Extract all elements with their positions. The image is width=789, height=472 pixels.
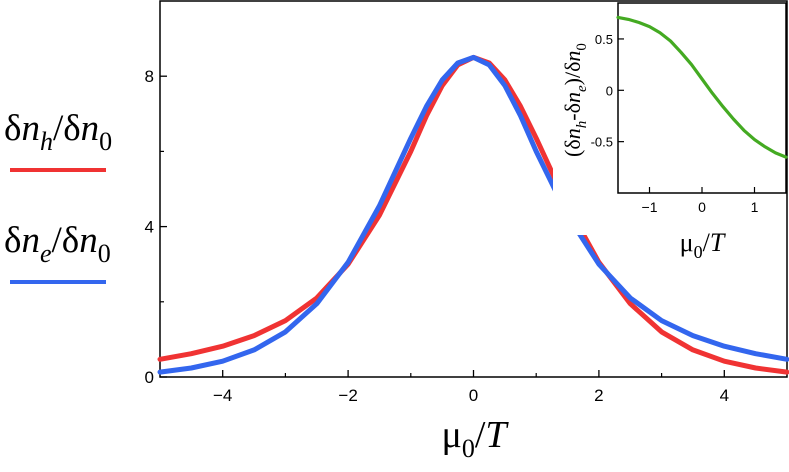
main-xlabel-sub: 0 (462, 434, 475, 463)
inset-y-axis-label: (δnh-δne)/δn0 (560, 43, 590, 157)
inset-x-axis-label: μ0/T (680, 228, 726, 262)
inset-ylabel-b: -δ (560, 103, 585, 121)
legend-h-delta2: δ (63, 108, 80, 149)
legend-label-holes: δnh/δn0 (4, 108, 112, 156)
main-x-tick-label: −4 (213, 386, 232, 405)
inset-ylabel-n1: n (560, 128, 585, 139)
inset-ylabel-n2: n (560, 92, 585, 103)
inset-ylabel-s2: e (574, 85, 590, 92)
inset-ylabel-n3: n (560, 51, 585, 62)
legend-h-n2: n (81, 108, 100, 149)
series-electrons-curve (157, 54, 789, 375)
main-xlabel-mu: μ (441, 414, 461, 456)
legend-h-sub1: h (40, 127, 53, 156)
inset-series (616, 15, 788, 159)
inset-x-tick-label: −1 (642, 199, 658, 215)
inset-ylabel-c: )/δ (560, 62, 585, 86)
main-xlabel-slash: / (475, 414, 486, 456)
legend-e-n2: n (79, 220, 98, 261)
main-x-axis-label: μ0/T (441, 414, 509, 463)
main-x-tick-label: 4 (720, 386, 729, 405)
inset-ylabel-a: (δ (560, 139, 585, 157)
legend-e-slash: / (51, 220, 62, 261)
legend: δnh/δn0 δne/δn0 (4, 108, 112, 284)
legend-h-slash: / (53, 108, 64, 149)
main-ticks: −4 −2 0 2 4 0 4 8 (145, 67, 730, 405)
inset-xlabel-slash: / (703, 228, 711, 257)
inset-y-tick-label: -0.5 (591, 135, 613, 150)
inset-ticks: −1 0 1 0.5 0 -0.5 (591, 32, 759, 215)
legend-label-electrons: δne/δn0 (4, 220, 111, 268)
inset-xlabel-mu: μ (680, 228, 694, 257)
main-y-tick-label: 0 (145, 368, 154, 387)
inset-ylabel-s3: 0 (574, 43, 590, 51)
inset-y-tick-label: 0 (606, 83, 613, 98)
main-y-tick-label: 4 (145, 218, 154, 237)
inset-difference-curve (616, 15, 788, 159)
legend-h-sub2: 0 (99, 127, 112, 156)
inset-xlabel-sub: 0 (694, 242, 703, 262)
legend-e-n1: n (21, 220, 40, 261)
main-x-tick-label: 2 (594, 386, 603, 405)
legend-h-delta1: δ (4, 108, 21, 149)
legend-h-n1: n (21, 108, 40, 149)
main-y-tick-label: 8 (145, 67, 154, 86)
inset-y-tick-label: 0.5 (595, 32, 613, 47)
legend-e-delta2: δ (62, 220, 79, 261)
inset-ylabel-s1: h (574, 121, 590, 129)
legend-e-sub2: 0 (98, 239, 111, 268)
main-series (157, 54, 789, 375)
main-x-tick-label: 0 (469, 386, 478, 405)
inset-x-tick-label: 0 (698, 199, 706, 215)
legend-e-delta1: δ (4, 220, 21, 261)
inset-x-tick-label: 1 (751, 199, 759, 215)
main-x-tick-label: −2 (338, 386, 357, 405)
inset-xlabel-T: T (710, 228, 726, 257)
main-xlabel-T: T (485, 414, 509, 456)
legend-e-sub1: e (40, 239, 52, 268)
